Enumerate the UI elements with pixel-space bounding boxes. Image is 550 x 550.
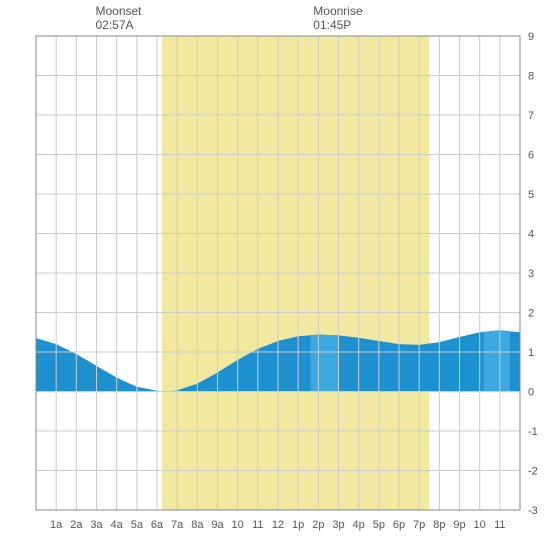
svg-text:9p: 9p: [453, 519, 465, 531]
svg-text:7p: 7p: [413, 519, 425, 531]
svg-text:5a: 5a: [131, 519, 144, 531]
svg-text:-2: -2: [528, 466, 538, 478]
svg-text:5p: 5p: [373, 519, 385, 531]
svg-text:4: 4: [528, 229, 534, 241]
svg-text:-1: -1: [528, 426, 538, 438]
svg-text:1: 1: [528, 347, 534, 359]
svg-text:6a: 6a: [151, 519, 164, 531]
svg-text:-3: -3: [528, 505, 538, 517]
svg-text:9: 9: [528, 31, 534, 43]
svg-text:4a: 4a: [111, 519, 124, 531]
svg-text:2: 2: [528, 308, 534, 320]
svg-text:0: 0: [528, 387, 534, 399]
svg-text:3a: 3a: [90, 519, 103, 531]
svg-text:10: 10: [474, 519, 486, 531]
moonset-time: 02:57A: [95, 18, 141, 32]
svg-text:8p: 8p: [433, 519, 445, 531]
svg-text:3p: 3p: [332, 519, 344, 531]
svg-text:10: 10: [232, 519, 244, 531]
svg-text:6: 6: [528, 150, 534, 162]
svg-text:11: 11: [252, 519, 263, 531]
svg-text:4p: 4p: [353, 519, 365, 531]
svg-text:12: 12: [272, 519, 284, 531]
svg-text:3: 3: [528, 268, 534, 280]
svg-text:1p: 1p: [292, 519, 304, 531]
svg-text:2p: 2p: [312, 519, 324, 531]
svg-text:8: 8: [528, 71, 534, 83]
moonrise-title: Moonrise: [313, 4, 362, 18]
svg-text:7a: 7a: [171, 519, 184, 531]
svg-text:2a: 2a: [70, 519, 83, 531]
moonset-title: Moonset: [95, 4, 141, 18]
svg-text:11: 11: [494, 519, 505, 531]
svg-text:6p: 6p: [393, 519, 405, 531]
svg-text:1a: 1a: [50, 519, 63, 531]
moonrise-label: Moonrise 01:45P: [313, 4, 362, 33]
svg-text:5: 5: [528, 189, 534, 201]
svg-text:9a: 9a: [211, 519, 224, 531]
moonset-label: Moonset 02:57A: [95, 4, 141, 33]
tide-chart-container: -3-2-101234567891a2a3a4a5a6a7a8a9a101112…: [0, 0, 550, 550]
svg-text:7: 7: [528, 110, 534, 122]
moonrise-time: 01:45P: [313, 18, 362, 32]
svg-text:8a: 8a: [191, 519, 204, 531]
tide-chart: -3-2-101234567891a2a3a4a5a6a7a8a9a101112…: [0, 0, 550, 550]
